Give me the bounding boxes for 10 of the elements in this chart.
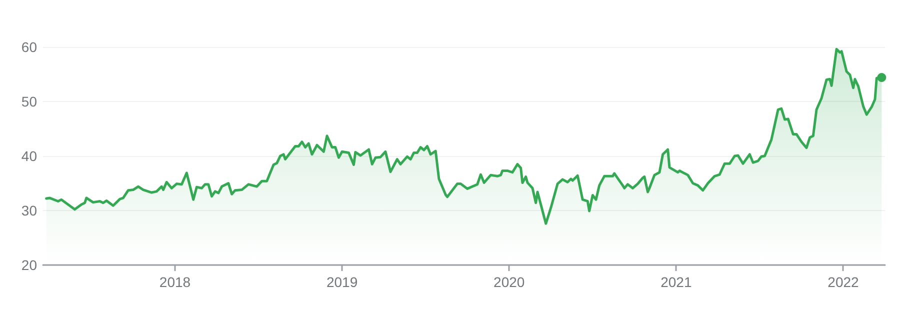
y-tick-label: 30 [21, 202, 38, 218]
x-tick-label: 2022 [828, 274, 860, 290]
x-tick-label: 2019 [326, 274, 358, 290]
y-tick-label: 50 [21, 94, 38, 110]
y-tick-label: 60 [21, 39, 38, 55]
x-tick-label: 2021 [660, 274, 692, 290]
x-tick-label: 2018 [159, 274, 191, 290]
x-tick-label: 2020 [494, 274, 525, 290]
y-tick-label: 20 [21, 257, 38, 273]
y-tick-label: 40 [21, 148, 38, 164]
